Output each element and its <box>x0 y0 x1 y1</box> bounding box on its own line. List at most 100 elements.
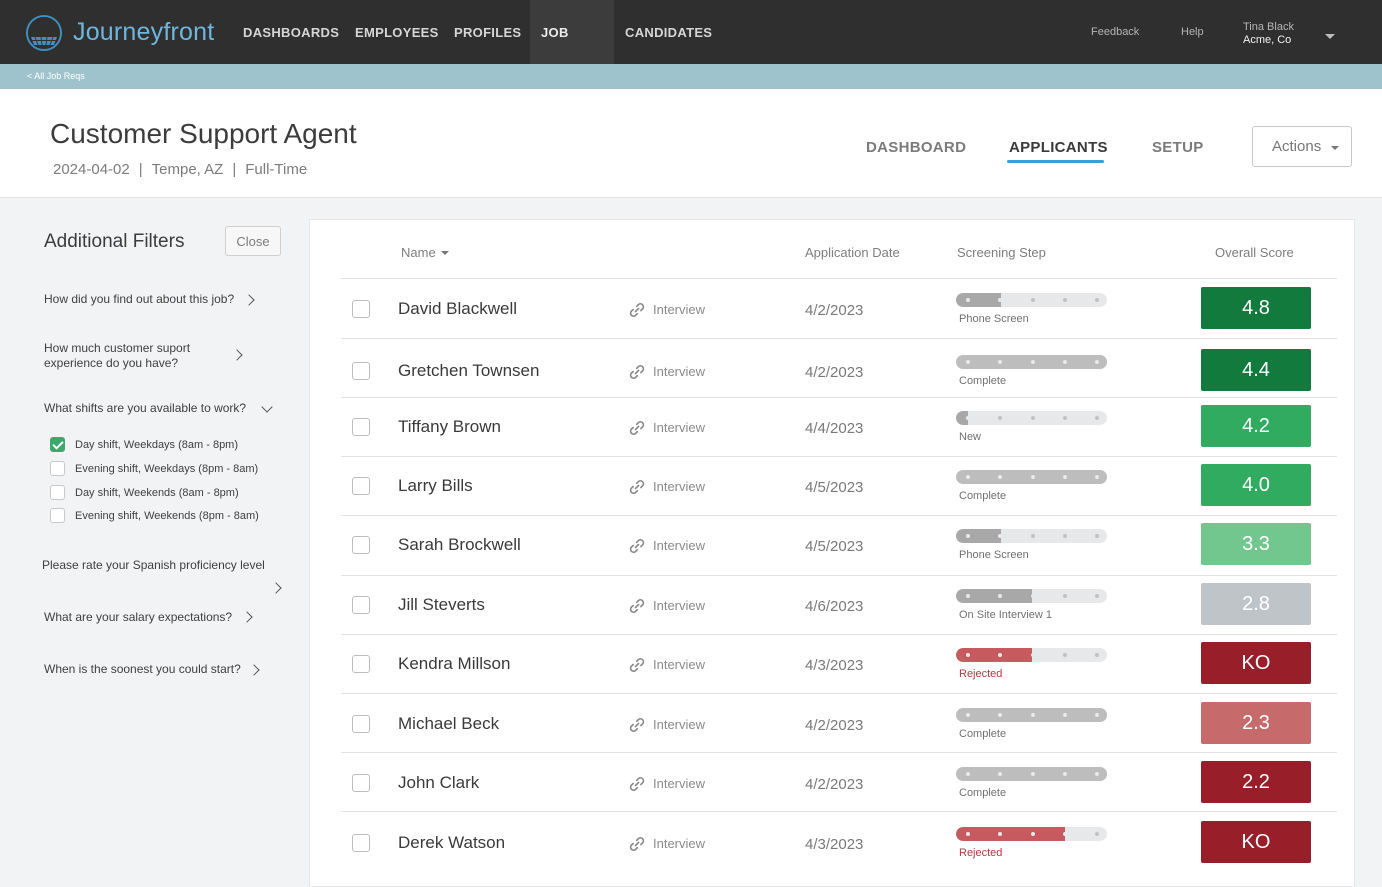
filter-question-source[interactable]: How did you find out about this job? <box>44 292 235 306</box>
applicant-name[interactable]: Tiffany Brown <box>398 417 501 436</box>
overall-score-badge[interactable]: 3.3 <box>1201 523 1311 565</box>
row-stage-label[interactable]: Interview <box>653 538 706 553</box>
nav-job-reqs[interactable]: JOB REQS <box>530 0 614 106</box>
tab-applicants[interactable]: APPLICANTS <box>1009 139 1108 156</box>
row-stage-label[interactable]: Interview <box>653 420 706 435</box>
row-stage-label[interactable]: Interview <box>653 717 706 732</box>
all-job-reqs-link[interactable]: < All Job Reqs <box>27 71 85 81</box>
link-icon[interactable] <box>628 363 646 381</box>
row-checkbox[interactable] <box>352 774 370 792</box>
filter-question-salary[interactable]: What are your salary expectations? <box>44 610 233 624</box>
chevron-down-icon[interactable] <box>261 401 273 413</box>
user-name[interactable]: Tina Black <box>1243 21 1294 33</box>
column-header-overall-score[interactable]: Overall Score <box>1215 245 1294 260</box>
link-icon[interactable] <box>628 775 646 793</box>
row-checkbox[interactable] <box>352 536 370 554</box>
screening-progress-bar <box>956 529 1107 543</box>
actions-dropdown-button[interactable]: Actions <box>1252 126 1352 167</box>
filter-question-shifts[interactable]: What shifts are you available to work? <box>44 401 247 415</box>
screening-step-label: On Site Interview 1 <box>959 609 1052 621</box>
filter-question-start-date[interactable]: When is the soonest you could start? <box>44 662 241 676</box>
help-link[interactable]: Help <box>1181 26 1204 38</box>
link-icon[interactable] <box>628 656 646 674</box>
column-header-screening-step[interactable]: Screening Step <box>957 245 1046 260</box>
applicant-name[interactable]: Kendra Millson <box>398 654 511 673</box>
row-stage-label[interactable]: Interview <box>653 364 706 379</box>
overall-score-badge[interactable]: 4.2 <box>1201 405 1311 447</box>
row-stage-label[interactable]: Interview <box>653 302 706 317</box>
row-checkbox[interactable] <box>352 362 370 380</box>
overall-score-badge[interactable]: 2.8 <box>1201 583 1311 625</box>
shift-option-checkbox[interactable] <box>50 508 65 523</box>
column-header-name[interactable]: Name <box>401 245 436 260</box>
progress-step-dot <box>966 360 970 364</box>
applicant-name[interactable]: Derek Watson <box>398 833 506 852</box>
row-checkbox[interactable] <box>352 596 370 614</box>
application-date: 4/2/2023 <box>805 302 864 319</box>
filter-question-spanish[interactable]: Please rate your Spanish proficiency lev… <box>42 558 265 572</box>
link-icon[interactable] <box>628 301 646 319</box>
nav-candidates[interactable]: CANDIDATES <box>625 25 713 40</box>
chevron-right-icon[interactable] <box>270 582 282 594</box>
tab-dashboard[interactable]: DASHBOARD <box>866 139 967 156</box>
nav-employees[interactable]: EMPLOYEES <box>355 25 439 40</box>
row-stage-label[interactable]: Interview <box>653 479 706 494</box>
link-icon[interactable] <box>628 419 646 437</box>
shift-option-checkbox[interactable] <box>50 461 65 476</box>
progress-step-dot <box>966 475 970 479</box>
nav-profiles[interactable]: PROFILES <box>454 25 522 40</box>
overall-score-badge[interactable]: 2.2 <box>1201 761 1311 803</box>
row-checkbox[interactable] <box>352 300 370 318</box>
screening-progress-bar <box>956 648 1107 662</box>
overall-score-badge[interactable]: 4.0 <box>1201 464 1311 506</box>
applicant-name[interactable]: Gretchen Townsen <box>398 361 540 380</box>
chevron-right-icon[interactable] <box>248 664 260 676</box>
applicant-name[interactable]: Larry Bills <box>398 476 473 495</box>
applicant-name[interactable]: Michael Beck <box>398 714 500 733</box>
link-icon[interactable] <box>628 537 646 555</box>
row-checkbox[interactable] <box>352 418 370 436</box>
overall-score-badge[interactable]: KO <box>1201 642 1311 684</box>
row-checkbox[interactable] <box>352 715 370 733</box>
shift-option-checkbox[interactable] <box>50 437 65 452</box>
chevron-right-icon[interactable] <box>231 349 243 361</box>
row-stage-label[interactable]: Interview <box>653 598 706 613</box>
column-header-application-date[interactable]: Application Date <box>805 245 900 260</box>
chevron-right-icon[interactable] <box>241 611 253 623</box>
applicant-name[interactable]: Jill Steverts <box>398 595 485 614</box>
link-icon[interactable] <box>628 716 646 734</box>
row-checkbox[interactable] <box>352 655 370 673</box>
progress-step-dot <box>998 416 1002 420</box>
overall-score-badge[interactable]: 4.8 <box>1201 287 1311 329</box>
row-checkbox[interactable] <box>352 477 370 495</box>
overall-score-badge[interactable]: KO <box>1201 821 1311 863</box>
row-checkbox[interactable] <box>352 834 370 852</box>
overall-score-badge[interactable]: 2.3 <box>1201 702 1311 744</box>
journeyfront-logo-icon[interactable] <box>26 15 62 51</box>
row-stage-label[interactable]: Interview <box>653 776 706 791</box>
sort-caret-down-icon[interactable] <box>441 251 449 255</box>
applicant-name[interactable]: John Clark <box>398 773 480 792</box>
overall-score-badge[interactable]: 4.4 <box>1201 349 1311 391</box>
link-icon[interactable] <box>628 478 646 496</box>
shift-option-checkbox[interactable] <box>50 485 65 500</box>
row-stage-label[interactable]: Interview <box>653 836 706 851</box>
progress-step-dot <box>998 475 1002 479</box>
user-organization[interactable]: Acme, Co <box>1243 34 1292 46</box>
feedback-link[interactable]: Feedback <box>1091 26 1140 38</box>
progress-step-dot <box>998 594 1002 598</box>
close-filters-button[interactable]: Close <box>225 226 281 256</box>
brand-name[interactable]: Journeyfront <box>73 18 215 46</box>
applicant-name[interactable]: Sarah Brockwell <box>398 535 521 554</box>
tab-setup[interactable]: SETUP <box>1152 139 1204 156</box>
nav-dashboards[interactable]: DASHBOARDS <box>243 25 340 40</box>
user-menu-chevron-down-icon[interactable] <box>1325 34 1335 39</box>
application-date: 4/4/2023 <box>805 420 864 437</box>
chevron-right-icon[interactable] <box>243 294 255 306</box>
filter-question-experience[interactable]: How much customer suport experience do y… <box>44 341 190 371</box>
row-stage-label[interactable]: Interview <box>653 657 706 672</box>
link-icon[interactable] <box>628 597 646 615</box>
link-icon[interactable] <box>628 835 646 853</box>
applicant-name[interactable]: David Blackwell <box>398 299 518 318</box>
filters-title: Additional Filters <box>44 231 185 252</box>
